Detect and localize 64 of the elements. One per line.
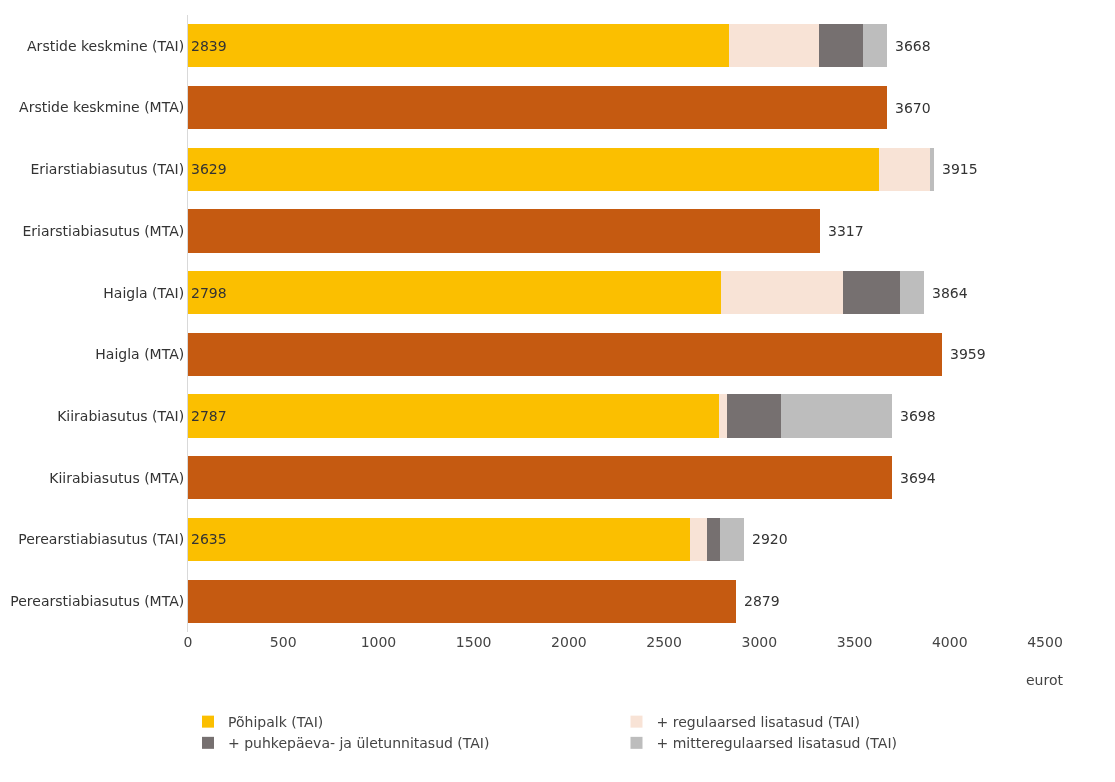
x-tick-label: 1000 bbox=[360, 634, 397, 650]
legend-label: + mitteregulaarsed lisatasud (TAI) bbox=[656, 735, 897, 752]
bar bbox=[689, 517, 707, 562]
x-tick-label: 3000 bbox=[741, 634, 778, 650]
x-tick-label: 2500 bbox=[646, 634, 682, 650]
bar bbox=[188, 209, 820, 253]
bar bbox=[188, 394, 719, 438]
legend-label: + puhkepäeva- ja ületunnitasud (TAI) bbox=[228, 735, 490, 752]
total-label: 3698 bbox=[900, 408, 936, 424]
total-label: 3915 bbox=[942, 161, 978, 177]
bar bbox=[818, 24, 863, 68]
x-tick-label: 4500 bbox=[1027, 634, 1063, 650]
bar bbox=[900, 271, 924, 315]
data-label: 3629 bbox=[191, 161, 227, 178]
x-tick-label: 500 bbox=[269, 634, 297, 650]
bar bbox=[188, 271, 721, 315]
x-tick-label: 2000 bbox=[551, 634, 587, 650]
bar bbox=[728, 24, 819, 68]
y-tick-label: Eriarstiabiasutus (TAI) bbox=[30, 161, 185, 178]
bar bbox=[842, 271, 901, 315]
total-label: 3668 bbox=[895, 38, 931, 54]
bar bbox=[720, 517, 745, 562]
bar bbox=[718, 394, 727, 438]
total-label: 3864 bbox=[932, 285, 968, 301]
data-label: 2787 bbox=[191, 408, 227, 425]
bar bbox=[188, 24, 729, 68]
x-tick-label: 4000 bbox=[931, 634, 968, 650]
total-label: 3694 bbox=[900, 470, 936, 486]
x-tick-label: 1500 bbox=[455, 634, 492, 650]
x-tick-label: 3500 bbox=[836, 634, 873, 650]
bar bbox=[726, 394, 781, 438]
data-label: 2839 bbox=[191, 37, 227, 54]
y-tick-label: Haigla (MTA) bbox=[95, 346, 185, 363]
y-tick-label: Haigla (TAI) bbox=[103, 284, 185, 301]
bar bbox=[930, 147, 934, 191]
total-label: 2920 bbox=[752, 531, 788, 547]
total-label: 3670 bbox=[895, 100, 931, 116]
y-tick-label: Perearstiabiasutus (TAI) bbox=[18, 531, 185, 548]
bar bbox=[188, 85, 887, 130]
y-tick-label: Eriarstiabiasutus (MTA) bbox=[22, 222, 185, 239]
legend-label: + regulaarsed lisatasud (TAI) bbox=[656, 714, 860, 731]
y-tick-label: Kiirabiasutus (MTA) bbox=[49, 469, 185, 486]
bar bbox=[862, 24, 887, 68]
bar bbox=[188, 517, 690, 562]
x-axis-title: eurot bbox=[1026, 672, 1064, 688]
bar bbox=[188, 147, 880, 191]
legend-label: Põhipalk (TAI) bbox=[228, 714, 324, 731]
bar bbox=[780, 394, 893, 438]
total-label: 2879 bbox=[744, 593, 780, 609]
bar bbox=[188, 456, 892, 500]
bar bbox=[188, 332, 942, 376]
y-tick-label: Arstide keskmine (TAI) bbox=[27, 37, 185, 54]
data-label: 2798 bbox=[191, 284, 227, 301]
bar bbox=[188, 579, 737, 623]
y-tick-label: Arstide keskmine (MTA) bbox=[19, 99, 185, 116]
data-label: 2635 bbox=[191, 531, 227, 548]
total-label: 3317 bbox=[828, 223, 864, 239]
y-tick-label: Perearstiabiasutus (MTA) bbox=[10, 593, 185, 610]
y-tick-label: Kiirabiasutus (TAI) bbox=[57, 407, 185, 424]
total-label: 3959 bbox=[950, 346, 986, 362]
x-tick-label: 0 bbox=[183, 634, 193, 650]
bar bbox=[706, 517, 721, 562]
bar bbox=[720, 271, 843, 315]
bar bbox=[879, 147, 931, 191]
